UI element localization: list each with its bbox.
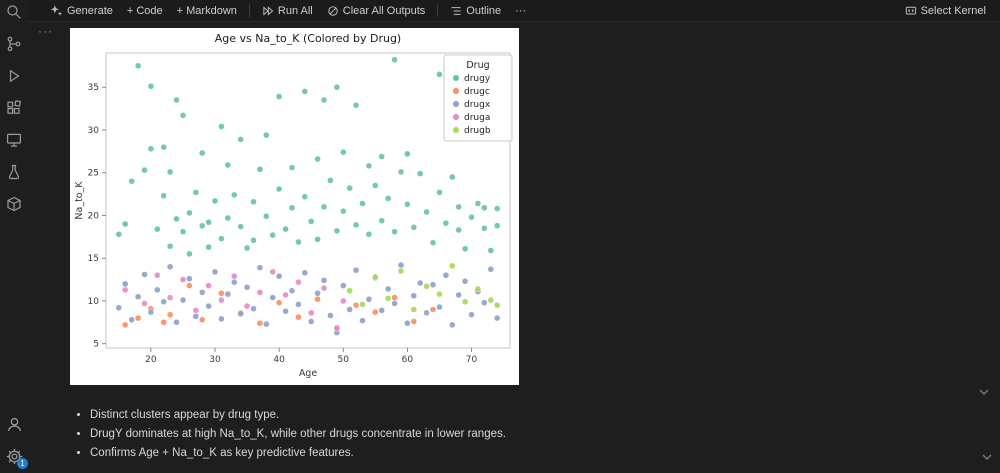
svg-text:35: 35: [88, 83, 99, 93]
note-item: Confirms Age + Na_to_K as key predictive…: [90, 446, 832, 461]
activity-bar: 1: [0, 0, 28, 473]
svg-text:25: 25: [88, 169, 99, 179]
testing-icon[interactable]: [4, 163, 24, 181]
svg-text:30: 30: [88, 126, 100, 136]
svg-text:60: 60: [402, 355, 414, 365]
svg-text:50: 50: [338, 355, 350, 365]
svg-text:drugc: drugc: [464, 87, 490, 97]
toolbar-separator: [437, 4, 439, 17]
svg-text:drugb: drugb: [464, 126, 491, 136]
svg-text:70: 70: [466, 355, 478, 365]
toolbar-separator: [248, 4, 250, 17]
svg-text:40: 40: [273, 355, 285, 365]
note-item: DrugY dominates at high Na_to_K, while o…: [90, 427, 832, 442]
generate-button[interactable]: Generate: [44, 2, 119, 19]
toolbar-more-button[interactable]: ···: [515, 4, 527, 17]
svg-text:20: 20: [145, 355, 157, 365]
settings-gear-icon[interactable]: 1: [4, 447, 28, 469]
cell-more-actions-button[interactable]: ···: [38, 24, 53, 38]
svg-text:Drug: Drug: [466, 60, 489, 71]
run-all-icon: [263, 5, 274, 16]
run-all-button[interactable]: Run All: [256, 3, 319, 19]
accounts-icon[interactable]: [4, 415, 24, 433]
svg-text:Age: Age: [299, 368, 318, 379]
add-code-button[interactable]: + Code: [126, 4, 163, 17]
svg-text:30: 30: [209, 355, 221, 365]
clear-outputs-icon: [328, 5, 338, 16]
remote-explorer-icon[interactable]: [4, 131, 24, 149]
svg-text:Na_to_K: Na_to_K: [74, 181, 85, 220]
svg-text:20: 20: [88, 211, 100, 221]
svg-text:5: 5: [93, 340, 99, 350]
source-control-icon[interactable]: [4, 35, 24, 53]
kernel-icon: [905, 6, 916, 14]
settings-badge: 1: [17, 458, 28, 469]
jupyter-package-icon[interactable]: [4, 195, 24, 213]
scroll-down-icon[interactable]: [978, 383, 990, 401]
svg-text:15: 15: [88, 254, 99, 264]
scatter-chart: 20 30 40 50 60 70 5 10 15 20 25 30 35 Age vs Na_to_K …: [74, 32, 513, 379]
search-icon[interactable]: [4, 3, 24, 21]
run-debug-icon[interactable]: [4, 67, 24, 85]
notebook-toolbar: Generate + Code + Markdown Run All Clear…: [28, 0, 1000, 22]
svg-text:drugx: drugx: [464, 100, 491, 110]
outline-button[interactable]: Outline: [444, 3, 507, 19]
clear-all-outputs-button[interactable]: Clear All Outputs: [321, 3, 432, 19]
svg-text:druga: druga: [464, 113, 490, 123]
scatter-plot-output: 20 30 40 50 60 70 5 10 15 20 25 30 35 Age vs Na_to_K …: [70, 28, 519, 385]
note-item: Distinct clusters appear by drug type.: [90, 408, 832, 423]
add-markdown-button[interactable]: + Markdown: [176, 4, 237, 17]
sparkle-icon: [50, 5, 63, 16]
scroll-down-icon[interactable]: [981, 448, 993, 466]
extensions-icon[interactable]: [4, 99, 24, 117]
svg-text:Age vs Na_to_K (Colored by Dru: Age vs Na_to_K (Colored by Drug): [215, 32, 401, 45]
outline-icon: [451, 6, 461, 15]
svg-text:10: 10: [88, 297, 100, 307]
markdown-notes: Distinct clusters appear by drug type. D…: [72, 404, 832, 465]
svg-text:drugy: drugy: [464, 74, 491, 84]
select-kernel-button[interactable]: Select Kernel: [899, 3, 992, 19]
